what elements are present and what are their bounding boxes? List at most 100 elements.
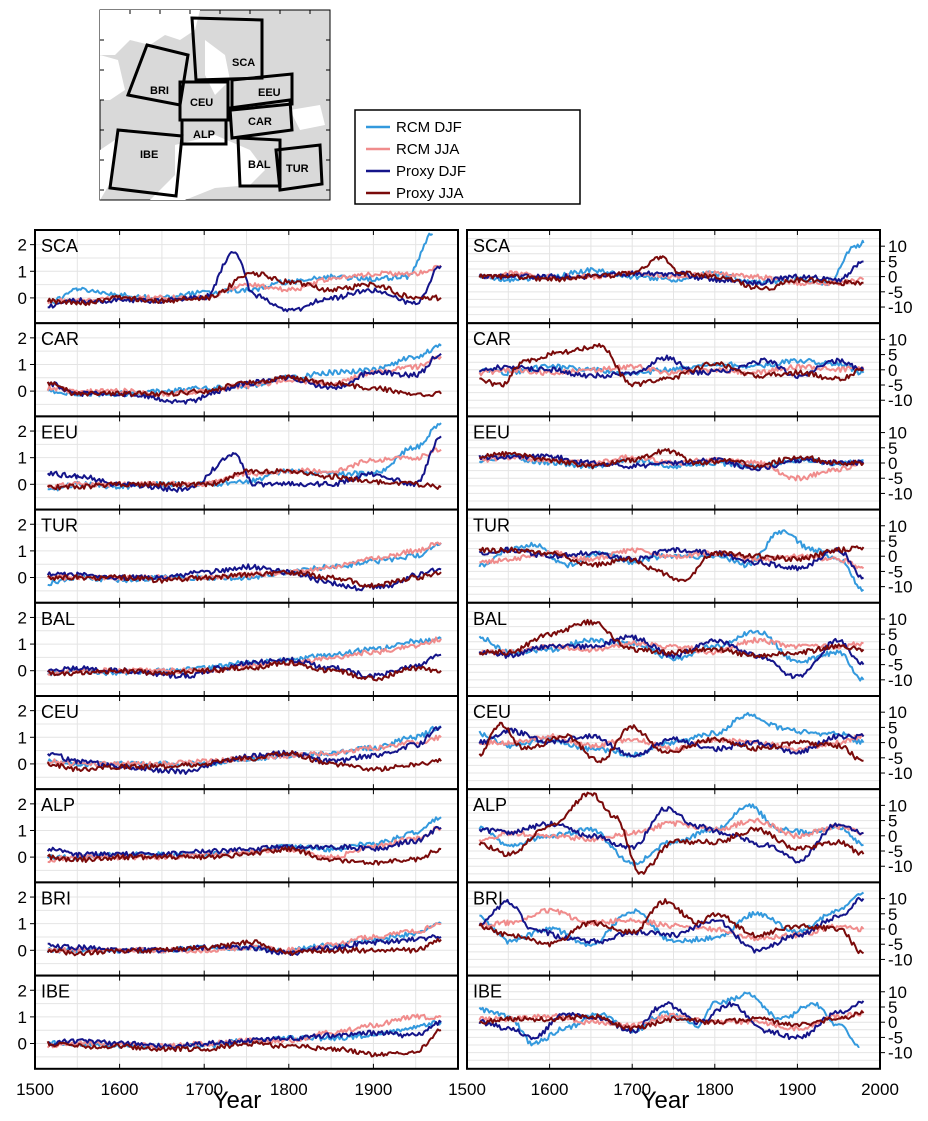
series-line-rcm-jja (478, 636, 864, 656)
series-line-proxy-jja (46, 374, 442, 398)
y-tick-label: 5 (888, 998, 897, 1017)
series-line-proxy-jja (478, 791, 865, 875)
series-line-proxy-jja (478, 255, 864, 291)
series-line-proxy-djf (47, 1019, 442, 1050)
panel-left-car: CAR 0 1 2 (18, 322, 459, 418)
panel-series-group (46, 921, 442, 957)
series-line-rcm-jja (478, 1009, 865, 1032)
legend-box (354, 109, 581, 205)
y-tick-label: 5 (888, 812, 897, 831)
map-label-bri: BRI (150, 85, 169, 97)
map-label-sca: SCA (232, 57, 255, 69)
series-line-proxy-jja (46, 846, 442, 866)
y-tick-label: 1 (18, 821, 27, 840)
series-line-proxy-jja (479, 342, 864, 388)
panel-series-group (478, 448, 865, 482)
y-tick-label: 1 (18, 915, 27, 934)
x-axis-label-right: Year (641, 1087, 690, 1114)
map-label-alp: ALP (193, 129, 215, 141)
y-tick-label: 2 (18, 422, 27, 441)
y-tick-label: -5 (888, 562, 903, 581)
region-label-bal: BAL (473, 609, 507, 629)
panel-left-ibe: IBE 0 1 2 (18, 974, 459, 1070)
y-tick-label: 1 (18, 449, 27, 468)
panel-series-group (478, 891, 865, 955)
map-label-bal: BAL (248, 159, 271, 171)
series-line-proxy-djf (478, 1000, 865, 1041)
x-tick-label: 1900 (354, 1080, 392, 1099)
x-tick-label: 1600 (531, 1080, 569, 1099)
region-label-alp: ALP (41, 795, 75, 815)
y-tick-label: -10 (888, 578, 913, 597)
panel-left-sca: SCA 0 1 2 (18, 229, 459, 325)
y-tick-label: 10 (888, 703, 907, 722)
y-tick-label: 0 (18, 382, 27, 401)
panel-series-group (46, 725, 442, 775)
series-line-proxy-djf (478, 453, 865, 472)
y-tick-label: 5 (888, 439, 897, 458)
y-tick-label: 0 (888, 920, 897, 939)
panel-series-group (478, 529, 865, 592)
series-line-rcm-jja (479, 547, 865, 570)
series-line-proxy-jja (479, 1010, 865, 1032)
x-tick-label: 1900 (778, 1080, 816, 1099)
y-tick-label: -10 (888, 484, 913, 503)
series-line-proxy-jja (478, 545, 865, 583)
y-tick-label: -5 (888, 469, 903, 488)
x-tick-label: 1700 (613, 1080, 651, 1099)
legend-label-proxy-jja: Proxy JJA (396, 185, 464, 202)
y-tick-label: -5 (888, 842, 903, 861)
y-tick-label: -5 (888, 656, 903, 675)
region-label-car: CAR (41, 329, 79, 349)
region-label-ibe: IBE (41, 982, 70, 1002)
y-tick-label: 0 (18, 475, 27, 494)
panel-left-tur: TUR 0 1 2 (18, 508, 459, 604)
series-line-proxy-jja (478, 898, 865, 955)
y-tick-label: 10 (888, 796, 907, 815)
series-line-proxy-djf (478, 727, 865, 758)
series-line-proxy-djf (46, 825, 442, 858)
y-tick-label: -5 (888, 749, 903, 768)
y-tick-label: 0 (18, 1035, 27, 1054)
panel-series-group (478, 239, 865, 291)
map-label-tur: TUR (286, 163, 309, 175)
map-label-ceu: CEU (190, 97, 213, 109)
map-sea-mediterranean (150, 135, 265, 200)
y-tick-label: 10 (888, 983, 907, 1002)
x-tick-label: 2000 (861, 1080, 899, 1099)
legend-label-rcm-djf: RCM DJF (396, 119, 462, 136)
y-tick-label: -5 (888, 935, 903, 954)
y-tick-label: 10 (888, 890, 907, 909)
region-label-eeu: EEU (41, 422, 78, 442)
map-inset: SCA BRI CEU EEU CAR ALP IBE BAL TUR (99, 9, 331, 201)
series-line-proxy-djf (47, 251, 442, 313)
map-region-car-box (228, 98, 294, 140)
panel-series-group (46, 541, 442, 592)
region-label-alp: ALP (473, 795, 507, 815)
series-line-proxy-jja (47, 569, 442, 589)
map-sea-atlantic (100, 55, 125, 100)
y-tick-label: 0 (18, 755, 27, 774)
panel-series-group (46, 343, 442, 405)
region-label-eeu: EEU (473, 422, 510, 442)
region-label-ibe: IBE (473, 982, 502, 1002)
y-tick-label: 0 (18, 848, 27, 867)
y-tick-label: 5 (888, 625, 897, 644)
y-tick-label: -10 (888, 1044, 913, 1063)
map-sea-black (290, 105, 325, 130)
series-line-proxy-jja (47, 468, 442, 491)
series-line-proxy-jja (478, 618, 865, 659)
y-tick-label: 2 (18, 329, 27, 348)
region-label-sca: SCA (473, 236, 510, 256)
y-tick-label: 1 (18, 355, 27, 374)
region-label-bal: BAL (41, 609, 75, 629)
x-axis-label-left: Year (213, 1087, 262, 1114)
series-line-proxy-jja (46, 750, 442, 773)
panel-left-bri: BRI 0 1 2 (18, 881, 459, 977)
